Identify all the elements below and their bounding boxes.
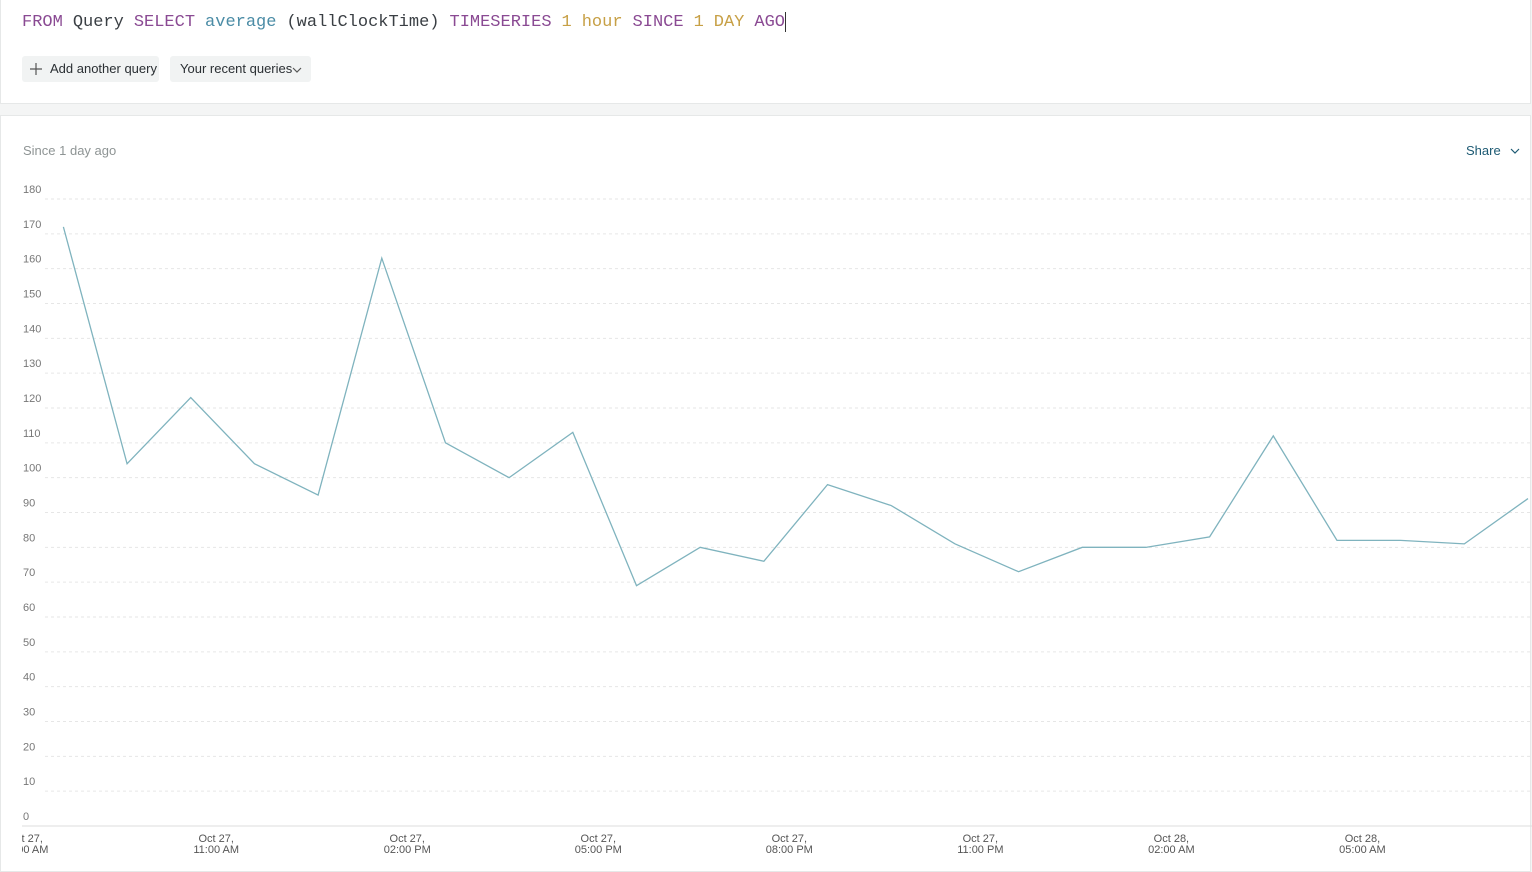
x-tick-label: Oct 28, 05:00 AM [1339,834,1386,856]
x-tick-label: Oct 27, 08:00 AM [22,834,49,856]
query-token: (wallClockTime) [286,13,440,33]
y-tick-label: 60 [23,602,35,614]
button-label: Add another query [50,61,157,76]
y-tick-label: 100 [23,463,41,475]
button-label: Your recent queries [180,61,293,76]
y-tick-label: 150 [23,289,41,301]
query-token: DAY [713,13,745,33]
x-tick-label: Oct 27, 05:00 PM [574,834,622,856]
y-tick-label: 50 [23,637,35,649]
text-cursor [784,12,786,32]
y-tick-label: 0 [23,811,29,823]
y-tick-label: 140 [23,323,41,335]
y-tick-label: 30 [23,707,35,719]
x-tick-label: Oct 27, 08:00 PM [765,834,813,856]
x-tick-label: Oct 28, 02:00 AM [1148,834,1195,856]
query-panel: FROM Query SELECT average (wallClockTime) TIM… [0,0,1531,104]
query-token: 1 [561,13,572,33]
y-tick-label: 180 [23,184,41,196]
share-label: Share [1466,143,1501,158]
recent-queries-button[interactable]: Your recent queries [170,56,311,82]
time-range: Since 1 day ago [23,143,117,158]
y-tick-label: 80 [23,532,35,544]
plus-icon [30,63,42,75]
x-tick-label: Oct 27, 11:00 PM [957,834,1004,856]
data-line [62,226,1529,587]
x-tick-label: Oct 27, 02:00 PM [383,834,431,856]
query-token: FROM [22,13,63,33]
add-query-button[interactable]: Add another query [22,56,159,82]
query-token: Query [72,13,124,33]
query-token: hour [581,13,623,33]
y-tick-label: 90 [23,498,35,510]
x-tick-label: Oct 27, 11:00 AM [193,834,240,856]
query-token: TIMESERIES [449,13,552,33]
y-tick-label: 70 [23,567,35,579]
x-axis: Oct 27, 08:00 AM Oct 27, 11:00 AM Oct 27, … [22,834,1532,864]
y-tick-label: 130 [23,358,41,370]
query-editor[interactable]: FROM Query SELECT average (wallClockTime) TIM… [22,12,796,32]
query-token: average [205,13,277,33]
y-tick-label: 40 [23,672,35,684]
y-tick-label: 170 [23,219,41,231]
query-token: AGO [754,13,785,33]
query-token: SELECT [133,13,196,33]
y-tick-label: 20 [23,741,35,753]
query-token: SINCE [632,13,684,33]
y-tick-label: 110 [23,428,41,440]
chevron-icon [1510,148,1520,154]
chevron-icon [292,67,302,73]
share-button[interactable]: Share [1466,143,1520,158]
y-tick-label: 10 [23,776,35,788]
y-tick-label: 160 [23,254,41,266]
y-tick-label: 120 [23,393,41,405]
query-token: 1 [693,13,704,33]
